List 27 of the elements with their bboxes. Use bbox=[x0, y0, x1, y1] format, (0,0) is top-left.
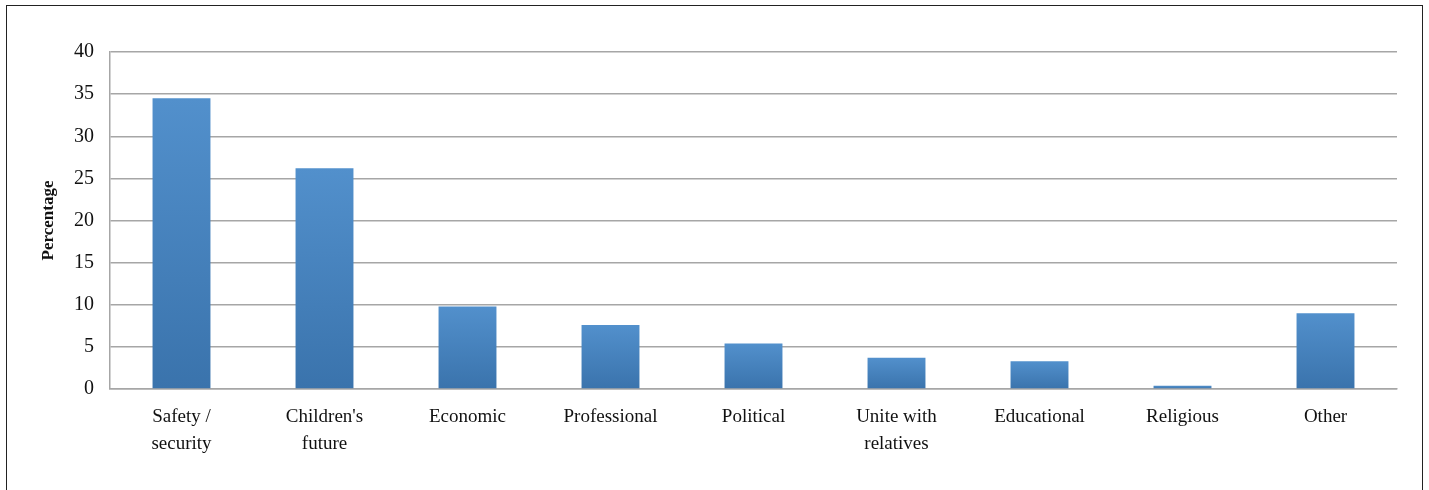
bar bbox=[438, 306, 497, 389]
bar bbox=[1296, 313, 1355, 389]
x-tick-label: Children's future bbox=[285, 404, 364, 454]
y-axis-title: Percentage bbox=[37, 180, 57, 261]
bar bbox=[295, 168, 354, 389]
x-tick-label: Economic bbox=[428, 404, 507, 426]
y-tick-label: 20 bbox=[74, 207, 94, 230]
x-tick-label: Professional bbox=[563, 404, 658, 426]
x-tick-label: Religious bbox=[1146, 404, 1219, 426]
bar bbox=[1010, 361, 1069, 389]
bar bbox=[724, 343, 783, 389]
y-tick-label: 25 bbox=[74, 165, 94, 188]
bar bbox=[581, 324, 640, 389]
y-tick-label: 35 bbox=[74, 81, 94, 104]
x-tick-label: Political bbox=[721, 404, 786, 426]
y-tick-label: 10 bbox=[74, 292, 94, 314]
y-tick-label: 30 bbox=[74, 123, 94, 146]
x-tick-label: Other bbox=[1303, 404, 1348, 426]
bar bbox=[152, 98, 211, 389]
y-tick-label: 40 bbox=[74, 39, 94, 62]
y-tick-label: 5 bbox=[84, 334, 94, 357]
x-tick-label: Unite with relatives bbox=[856, 404, 938, 454]
x-tick-label: Educational bbox=[994, 404, 1085, 426]
bar bbox=[867, 357, 926, 389]
x-tick-label: Safety / security bbox=[151, 404, 213, 454]
y-tick-label: 15 bbox=[74, 249, 94, 272]
y-tick-label: 0 bbox=[84, 376, 94, 399]
